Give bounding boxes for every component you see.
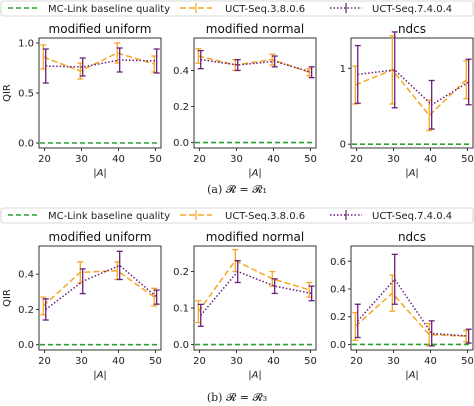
legend-series-a-label: UCT-Seq.3.8.0.6 (225, 4, 305, 15)
x-axis-label: |A| (248, 168, 262, 179)
x-tick-label: 40 (112, 356, 125, 367)
caption-a: (a) 𝓡 = 𝓡₁ (207, 183, 267, 196)
y-tick-label: 0.2 (18, 305, 34, 316)
chart-panel-3: modified uniform 0.0 0.2 0.4 20 30 40 50 |A| QIR (2, 230, 162, 381)
y-tick-label: 0.2 (173, 102, 189, 113)
chart-panel-0: modified uniform 0.0 0.5 1.0 20 30 40 50 |A| QIR (2, 22, 162, 179)
series-a-line (354, 292, 467, 337)
series-a-line (355, 68, 467, 117)
captions: (a) 𝓡 = 𝓡₁ (b) 𝓡 = 𝓡₃ (207, 183, 267, 404)
legend-series-b-label: UCT-Seq.7.4.0.4 (372, 211, 452, 222)
x-tick-label: 40 (267, 356, 280, 367)
series-a-line (197, 259, 310, 313)
y-tick-label: 0.4 (18, 270, 34, 281)
series-b-line (45, 264, 158, 311)
x-tick-label: 20 (38, 356, 51, 367)
x-tick-label: 40 (267, 154, 280, 165)
plot-frame (350, 37, 474, 149)
y-tick-label: 0 (340, 140, 346, 151)
plot-frame (38, 37, 162, 149)
y-tick-label: 0.5 (18, 89, 34, 100)
x-tick-label: 40 (112, 154, 125, 165)
x-axis-label: |A| (405, 370, 419, 381)
panel-title: modified normal (206, 22, 304, 36)
x-tick-label: 20 (38, 154, 51, 165)
y-tick-label: 1 (340, 64, 346, 75)
panel-title: ndcs (398, 22, 426, 36)
panel-title: modified uniform (49, 230, 152, 244)
x-tick-label: 50 (304, 154, 317, 165)
y-tick-label: 0.2 (330, 312, 346, 323)
x-tick-label: 30 (387, 154, 400, 165)
series-b-line (200, 270, 312, 316)
panel-title: modified uniform (49, 22, 152, 36)
y-tick-label: 0.4 (173, 66, 189, 77)
chart-panel-2: ndcs 0 1 20 30 40 50 |A| (340, 22, 474, 179)
series-a-line (43, 52, 155, 72)
legend-baseline-label: MC-Link baseline quality (48, 4, 170, 15)
x-tick-label: 50 (461, 154, 474, 165)
legend-row-1: MC-Link baseline quality UCT-Seq.3.8.0.6 U… (0, 207, 474, 224)
x-axis-label: |A| (405, 168, 419, 179)
x-tick-label: 40 (424, 356, 437, 367)
y-axis-label: QIR (2, 289, 13, 307)
plot-frame (350, 245, 474, 351)
series-a-line (42, 269, 155, 307)
y-tick-label: 0.1 (173, 304, 189, 315)
y-tick-label: 0.2 (173, 267, 189, 278)
series-b-line (200, 58, 312, 74)
panel-title: ndcs (398, 230, 426, 244)
x-tick-label: 40 (424, 154, 437, 165)
x-axis-label: |A| (93, 168, 107, 179)
x-tick-label: 30 (230, 356, 243, 367)
y-tick-label: 0.0 (330, 340, 346, 351)
x-axis-label: |A| (93, 370, 107, 381)
caption-b: (b) 𝓡 = 𝓡₃ (207, 391, 267, 404)
y-tick-label: 0.0 (18, 340, 34, 351)
y-tick-label: 0.4 (330, 284, 346, 295)
x-tick-label: 50 (461, 356, 474, 367)
x-tick-label: 20 (350, 154, 363, 165)
x-tick-label: 50 (149, 154, 162, 165)
x-tick-label: 50 (304, 356, 317, 367)
panel-title: modified normal (206, 230, 304, 244)
y-tick-label: 0.6 (330, 257, 346, 268)
y-axis-label: QIR (2, 84, 13, 102)
y-tick-label: 0.0 (173, 340, 189, 351)
series-b-line (357, 278, 469, 337)
x-tick-label: 30 (230, 154, 243, 165)
x-tick-label: 30 (75, 154, 88, 165)
y-tick-label: 0.0 (173, 138, 189, 149)
chart-panel-4: modified normal 0.0 0.1 0.2 20 30 40 50 |A| (173, 230, 317, 381)
x-tick-label: 20 (193, 154, 206, 165)
y-tick-label: 1.0 (18, 39, 34, 50)
series-b-line (357, 69, 470, 106)
series-b-line (45, 59, 157, 68)
legend-row-0: MC-Link baseline quality UCT-Seq.3.8.0.6 U… (0, 0, 474, 17)
x-tick-label: 50 (149, 356, 162, 367)
chart-panel-1: modified normal 0.0 0.2 0.4 20 30 40 50 |A| (173, 22, 317, 179)
legends: MC-Link baseline quality UCT-Seq.3.8.0.6 U… (0, 0, 474, 224)
legend-baseline-label: MC-Link baseline quality (48, 211, 170, 222)
y-tick-label: 0.0 (18, 139, 34, 150)
plot-frame (38, 245, 162, 351)
x-tick-label: 20 (350, 356, 363, 367)
chart-panel-5: ndcs 0.0 0.2 0.4 0.6 20 30 40 50 |A| (330, 230, 474, 381)
legend-frame (0, 207, 474, 224)
plot-frame (193, 245, 317, 351)
plot-frame (193, 37, 317, 149)
x-axis-label: |A| (248, 370, 262, 381)
legend-series-b-label: UCT-Seq.7.4.0.4 (372, 4, 452, 15)
legend-frame (0, 0, 474, 17)
x-tick-label: 30 (75, 356, 88, 367)
x-tick-label: 30 (387, 356, 400, 367)
x-tick-label: 20 (193, 356, 206, 367)
legend-series-a-label: UCT-Seq.3.8.0.6 (225, 211, 305, 222)
